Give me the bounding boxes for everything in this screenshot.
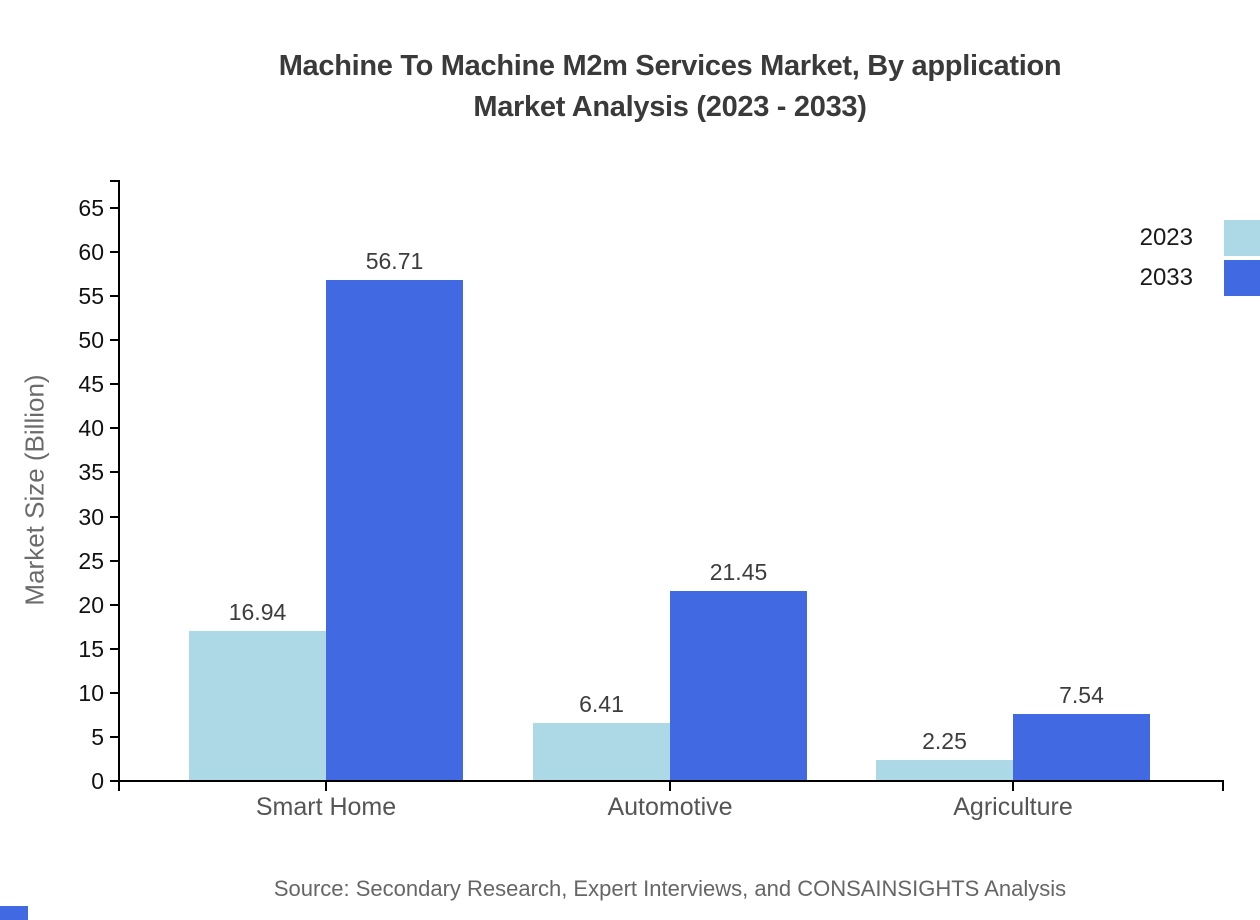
value-label-2033-agriculture: 7.54 — [1059, 681, 1104, 708]
x-tick-mark — [1012, 782, 1014, 791]
y-tick-mark — [110, 559, 118, 562]
y-tick-label: 20 — [78, 591, 104, 618]
legend-label-2023: 2023 — [1139, 224, 1193, 251]
y-tick-label: 65 — [78, 195, 104, 221]
y-tick-label: 10 — [78, 679, 104, 706]
y-tick-label: 50 — [78, 327, 104, 354]
x-tick-mark — [669, 782, 671, 791]
value-label-2033-smart-home: 56.71 — [365, 248, 424, 275]
y-tick-mark — [110, 295, 118, 298]
y-tick-label: 30 — [78, 503, 104, 530]
chart-title: Machine To Machine M2m Services Market, … — [80, 46, 1260, 128]
y-tick-mark — [110, 471, 118, 474]
bar-2023-automotive — [533, 723, 670, 780]
value-label-2023-smart-home: 16.94 — [228, 598, 287, 625]
bar-2033-automotive — [670, 590, 807, 780]
chart-title-line1: Machine To Machine M2m Services Market, … — [278, 50, 1062, 82]
y-tick-mark — [110, 251, 118, 254]
legend-label-2033: 2033 — [1139, 264, 1193, 291]
y-tick-mark — [110, 383, 118, 386]
y-tick-label: 0 — [91, 768, 104, 794]
y-tick-mark — [110, 735, 118, 738]
value-label-2023-agriculture: 2.25 — [922, 728, 967, 755]
x-axis-line — [118, 780, 1224, 782]
bar-2033-agriculture — [1013, 713, 1150, 780]
legend-swatch-2023 — [1224, 220, 1260, 256]
brand-corner-mark — [0, 906, 28, 920]
y-tick-mark — [110, 427, 118, 430]
bar-2023-smart-home — [189, 630, 326, 780]
y-axis-top-outer-tick — [110, 180, 118, 182]
x-category-label-agriculture: Agriculture — [953, 793, 1073, 821]
y-tick-mark — [110, 691, 118, 694]
x-axis-left-outer-tick — [118, 782, 120, 791]
y-tick-mark — [110, 339, 118, 342]
x-category-label-automotive: Automotive — [607, 793, 733, 821]
y-tick-mark — [110, 515, 118, 518]
bar-2023-agriculture — [876, 760, 1013, 780]
value-label-2033-automotive: 21.45 — [709, 558, 768, 585]
y-tick-label: 55 — [78, 283, 104, 310]
y-tick-label: 40 — [78, 415, 104, 442]
bar-2033-smart-home — [326, 280, 463, 780]
y-tick-mark — [110, 603, 118, 606]
y-tick-label: 5 — [91, 723, 104, 750]
value-label-2023-automotive: 6.41 — [579, 691, 624, 718]
y-tick-mark — [110, 207, 118, 209]
y-tick-label: 60 — [78, 239, 104, 266]
y-axis-line — [118, 180, 120, 782]
chart-title-line2: Market Analysis (2023 - 2033) — [473, 91, 867, 123]
y-tick-label: 35 — [78, 459, 104, 486]
x-axis-right-outer-tick — [1222, 782, 1224, 791]
y-tick-label: 15 — [78, 635, 104, 662]
y-tick-label: 25 — [78, 547, 104, 574]
x-category-label-smart-home: Smart Home — [255, 793, 397, 821]
x-tick-mark — [325, 782, 327, 791]
source-note: Source: Secondary Research, Expert Inter… — [273, 876, 1067, 901]
legend-swatch-2033 — [1224, 260, 1260, 296]
y-tick-mark — [110, 780, 118, 782]
y-tick-label: 45 — [78, 371, 104, 398]
y-tick-mark — [110, 647, 118, 650]
